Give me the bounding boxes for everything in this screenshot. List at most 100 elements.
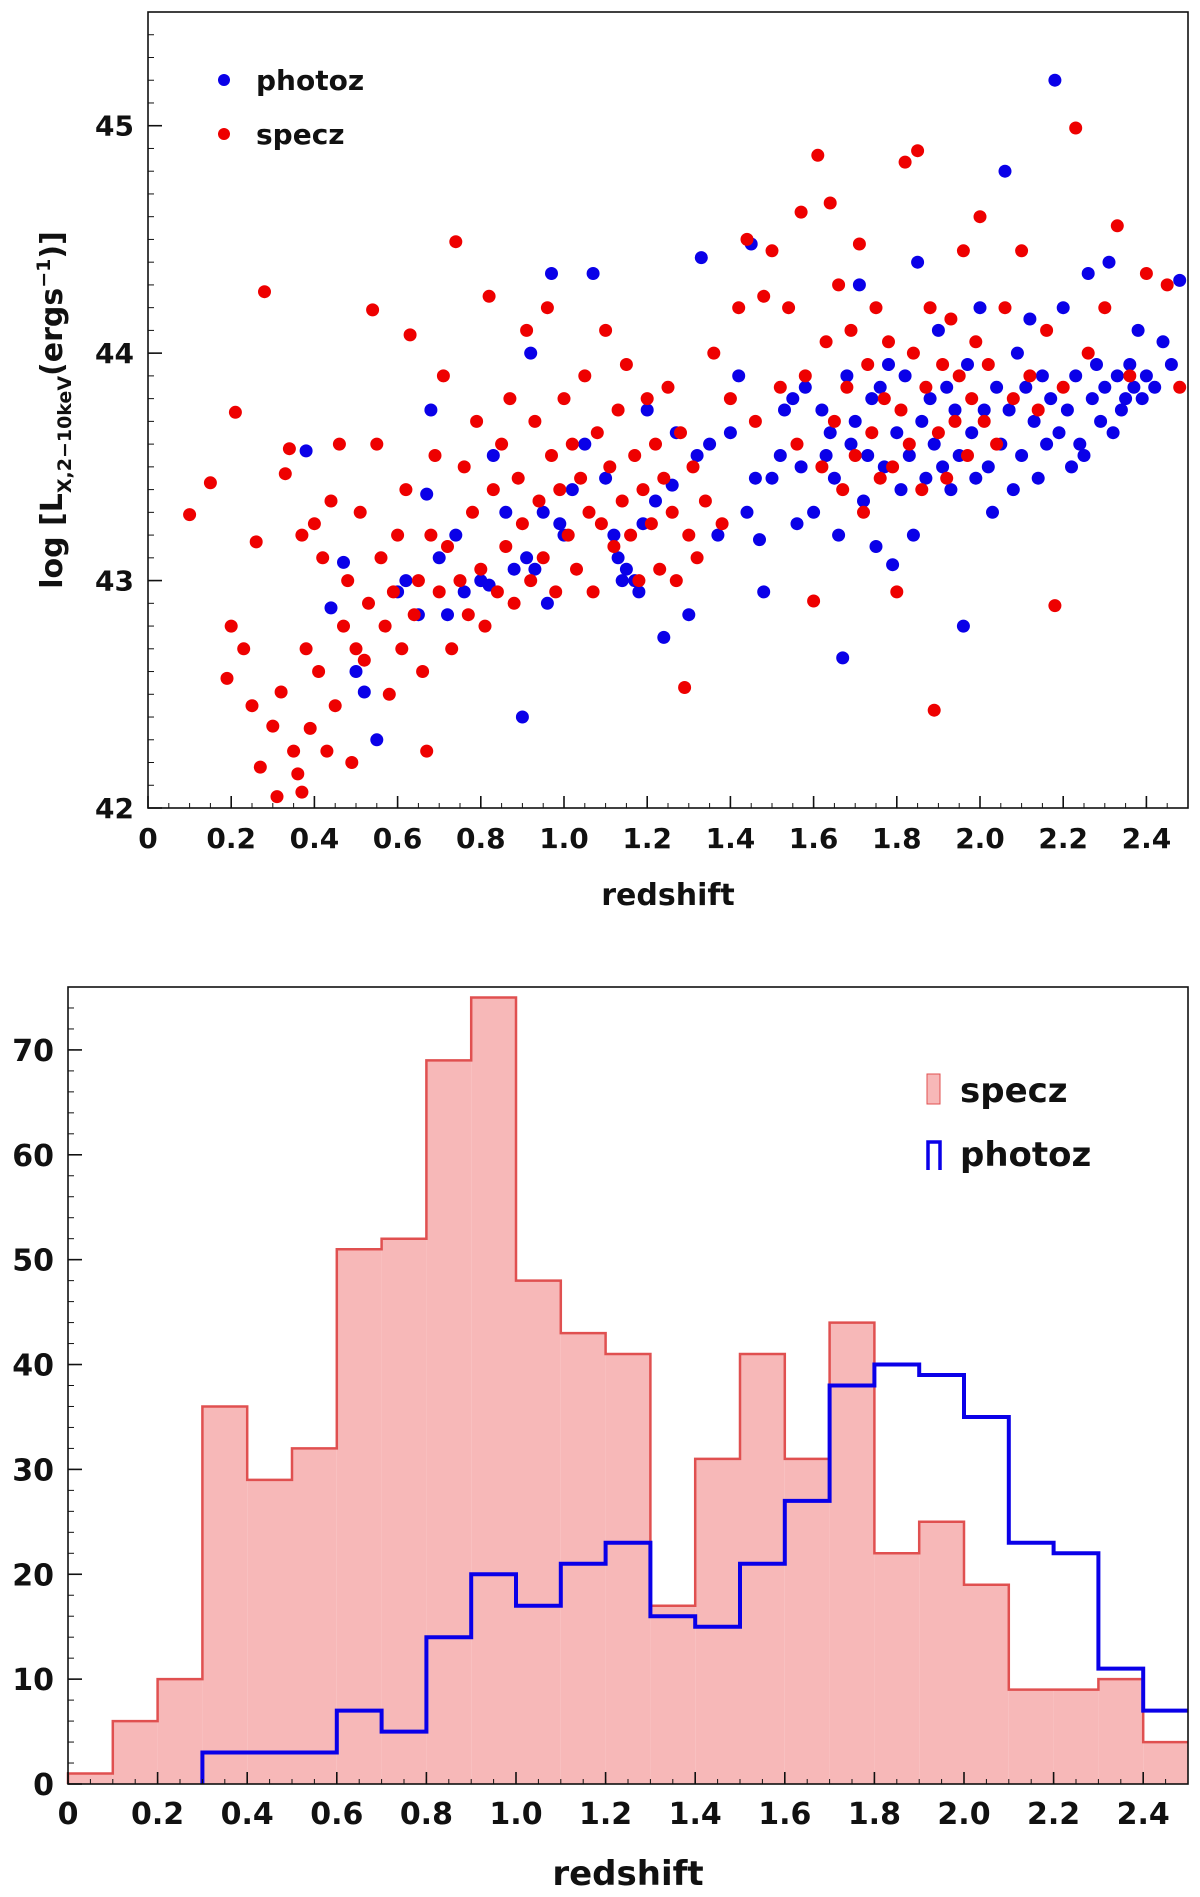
scatter-x-tick-label: 2.2 xyxy=(1038,822,1088,855)
photoz-point xyxy=(1015,449,1029,462)
specz-point xyxy=(852,237,866,251)
specz-point xyxy=(370,437,384,451)
legend-specz-label: specz xyxy=(960,1071,1068,1111)
photoz-point xyxy=(931,323,945,337)
specz-point xyxy=(669,574,683,588)
photoz-point xyxy=(882,358,895,371)
legend-photoz-label: photoz xyxy=(256,64,364,97)
photoz-point xyxy=(565,483,579,497)
photoz-point xyxy=(1073,437,1087,451)
specz-point xyxy=(374,551,388,565)
specz-point xyxy=(1040,323,1054,337)
photoz-point xyxy=(1148,380,1162,394)
photoz-point xyxy=(936,460,950,474)
specz-bar xyxy=(1143,1742,1188,1784)
specz-point xyxy=(815,460,829,474)
specz-point xyxy=(528,414,542,428)
specz-point xyxy=(253,760,267,774)
photoz-point xyxy=(794,460,808,474)
photoz-point xyxy=(424,403,438,417)
scatter-y-axis-label: log [LX,2−10keV(ergs−1)] xyxy=(33,231,76,589)
photoz-point xyxy=(906,528,920,542)
photoz-point xyxy=(981,460,995,474)
histogram-y-tick-label: 30 xyxy=(12,1453,54,1488)
photoz-point xyxy=(861,449,875,462)
specz-point xyxy=(811,148,825,162)
specz-point xyxy=(915,483,929,497)
specz-point xyxy=(798,369,812,383)
photoz-point xyxy=(524,346,538,360)
photoz-point xyxy=(969,471,983,485)
photoz-point xyxy=(977,403,991,417)
specz-point xyxy=(998,301,1012,315)
scatter-points xyxy=(183,73,1187,804)
histogram-legend: specz photoz xyxy=(926,1071,1091,1175)
specz-point xyxy=(861,358,875,371)
photoz-point xyxy=(848,414,862,428)
specz-point xyxy=(836,483,850,497)
histogram-panel: 0 0.2 0.4 0.6 0.8 1.0 1.2 1.4 1.6 1.8 2.0 2.2 2.4 0 1… xyxy=(12,986,1189,1894)
specz-point xyxy=(461,608,475,622)
photoz-point xyxy=(873,380,887,394)
scatter-x-tick-label: 1.8 xyxy=(872,822,922,855)
specz-point xyxy=(503,392,517,406)
photoz-point xyxy=(857,494,870,508)
photoz-point xyxy=(357,685,371,699)
specz-bar xyxy=(202,1406,248,1784)
specz-point xyxy=(981,358,995,371)
photoz-point xyxy=(823,426,837,440)
photoz-point xyxy=(1048,73,1062,87)
specz-point xyxy=(495,437,509,451)
photoz-point xyxy=(1127,380,1141,394)
histogram-x-tick-label: 0 xyxy=(58,1797,79,1832)
photoz-point xyxy=(337,555,350,569)
specz-point xyxy=(965,392,979,406)
photoz-point xyxy=(998,164,1012,178)
specz-point xyxy=(740,232,754,246)
scatter-x-tick-label: 2.0 xyxy=(955,822,1005,855)
specz-point xyxy=(457,460,471,474)
scatter-x-tick-label: 0 xyxy=(138,822,157,855)
specz-point xyxy=(757,289,771,303)
specz-point xyxy=(466,505,479,519)
specz-point xyxy=(790,437,804,451)
photoz-point xyxy=(694,251,708,265)
specz-point xyxy=(1160,278,1174,292)
specz-point xyxy=(295,785,309,799)
specz-point xyxy=(611,403,625,417)
specz-point xyxy=(507,596,521,610)
specz-point xyxy=(299,642,313,656)
photoz-point xyxy=(944,483,958,497)
photoz-point xyxy=(1052,426,1066,440)
histogram-x-tick-label: 1.4 xyxy=(669,1797,722,1832)
photoz-point xyxy=(1040,437,1054,451)
specz-point xyxy=(827,414,841,428)
specz-point xyxy=(723,392,737,406)
photoz-point xyxy=(1098,380,1112,394)
specz-point xyxy=(249,535,263,549)
photoz-point xyxy=(1023,312,1037,326)
photoz-point xyxy=(852,278,866,292)
specz-point xyxy=(183,508,197,522)
specz-point xyxy=(287,744,301,758)
specz-point xyxy=(403,328,417,342)
photoz-point xyxy=(1085,392,1099,406)
photoz-point xyxy=(1139,369,1153,383)
specz-point xyxy=(640,392,654,406)
photoz-point xyxy=(486,449,500,462)
specz-point xyxy=(632,574,646,588)
specz-bar xyxy=(336,1249,382,1784)
photoz-point xyxy=(528,562,542,576)
specz-point xyxy=(420,744,434,758)
photoz-point xyxy=(844,437,858,451)
photoz-point xyxy=(399,574,413,588)
photoz-point xyxy=(607,528,621,542)
specz-point xyxy=(432,585,446,599)
specz-point xyxy=(890,585,904,599)
scatter-x-tick-label: 0.4 xyxy=(290,822,340,855)
photoz-point xyxy=(515,710,529,724)
legend-specz-marker xyxy=(218,128,230,140)
specz-point xyxy=(332,437,346,451)
photoz-point xyxy=(1019,380,1033,394)
specz-bar xyxy=(68,1773,113,1784)
